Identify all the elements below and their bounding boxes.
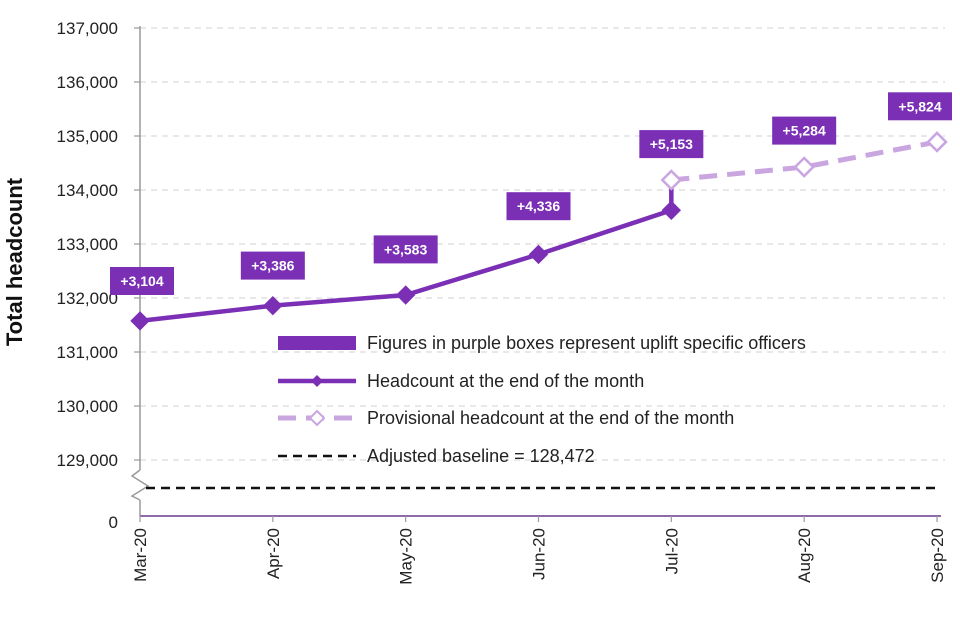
uplift-box — [373, 235, 438, 264]
x-tick-label: Apr-20 — [264, 528, 283, 579]
uplift-box — [888, 92, 952, 121]
legend: Figures in purple boxes represent uplift… — [278, 333, 806, 466]
x-tick-label: Mar-20 — [131, 528, 150, 582]
y-tick-label: 137,000 — [57, 19, 118, 38]
y-tick-label: 131,000 — [57, 343, 118, 362]
y-tick-label: 130,000 — [57, 397, 118, 416]
uplift-box — [506, 192, 571, 221]
x-tick-label: Jun-20 — [530, 528, 549, 580]
legend-label: Provisional headcount at the end of the … — [367, 408, 734, 428]
provisional-point — [660, 169, 683, 191]
legend-swatch-marker — [308, 409, 326, 427]
legend-swatch-box — [278, 336, 356, 350]
uplift-box — [110, 266, 174, 295]
x-tick-label: Aug-20 — [795, 528, 814, 583]
x-tick-label: May-20 — [397, 528, 416, 585]
uplift-box-label: +5,824 — [898, 98, 941, 114]
legend-label: Headcount at the end of the month — [367, 371, 644, 391]
uplift-boxes: +3,104 +3,386 +3,583 +4,336 +5,153 +5,284 +5,8… — [110, 92, 952, 295]
headcount-point — [263, 295, 283, 316]
uplift-box — [772, 116, 837, 145]
headcount-point — [130, 311, 150, 331]
provisional-point — [793, 156, 815, 178]
y-tick-label: 133,000 — [57, 235, 118, 254]
legend-swatch-marker — [311, 375, 323, 387]
uplift-box-label: +3,583 — [384, 241, 427, 257]
x-tick-label: Sep-20 — [928, 528, 947, 583]
y-tick-label: 136,000 — [57, 73, 118, 92]
x-tick-label: Jul-20 — [662, 528, 681, 574]
y-tick-label: 129,000 — [57, 451, 118, 470]
uplift-box — [240, 251, 305, 280]
series — [130, 131, 948, 331]
headcount-point — [661, 200, 682, 220]
y-tick-label: 0 — [109, 513, 118, 532]
y-tick-label: 134,000 — [57, 181, 118, 200]
uplift-box-label: +5,284 — [783, 123, 826, 139]
headcount-point — [528, 244, 549, 265]
headcount-point — [395, 285, 416, 305]
uplift-box-label: +4,336 — [517, 198, 560, 214]
axis-break-mark — [130, 469, 150, 501]
y-tick-label: 132,000 — [57, 289, 118, 308]
axes: 137,000 136,000 135,000 134,000 133,000 132,0… — [57, 19, 947, 585]
uplift-box-label: +5,153 — [650, 136, 693, 152]
legend-label: Figures in purple boxes represent uplift… — [367, 333, 806, 353]
provisional-line — [671, 139, 938, 183]
uplift-box — [639, 130, 704, 159]
provisional-point — [926, 131, 948, 153]
y-axis-label: Total headcount — [2, 177, 27, 346]
uplift-box-label: +3,104 — [120, 273, 163, 289]
gridlines — [140, 27, 945, 461]
legend-label: Adjusted baseline = 128,472 — [367, 446, 595, 466]
y-tick-label: 135,000 — [57, 127, 118, 146]
uplift-box-label: +3,386 — [251, 258, 294, 274]
